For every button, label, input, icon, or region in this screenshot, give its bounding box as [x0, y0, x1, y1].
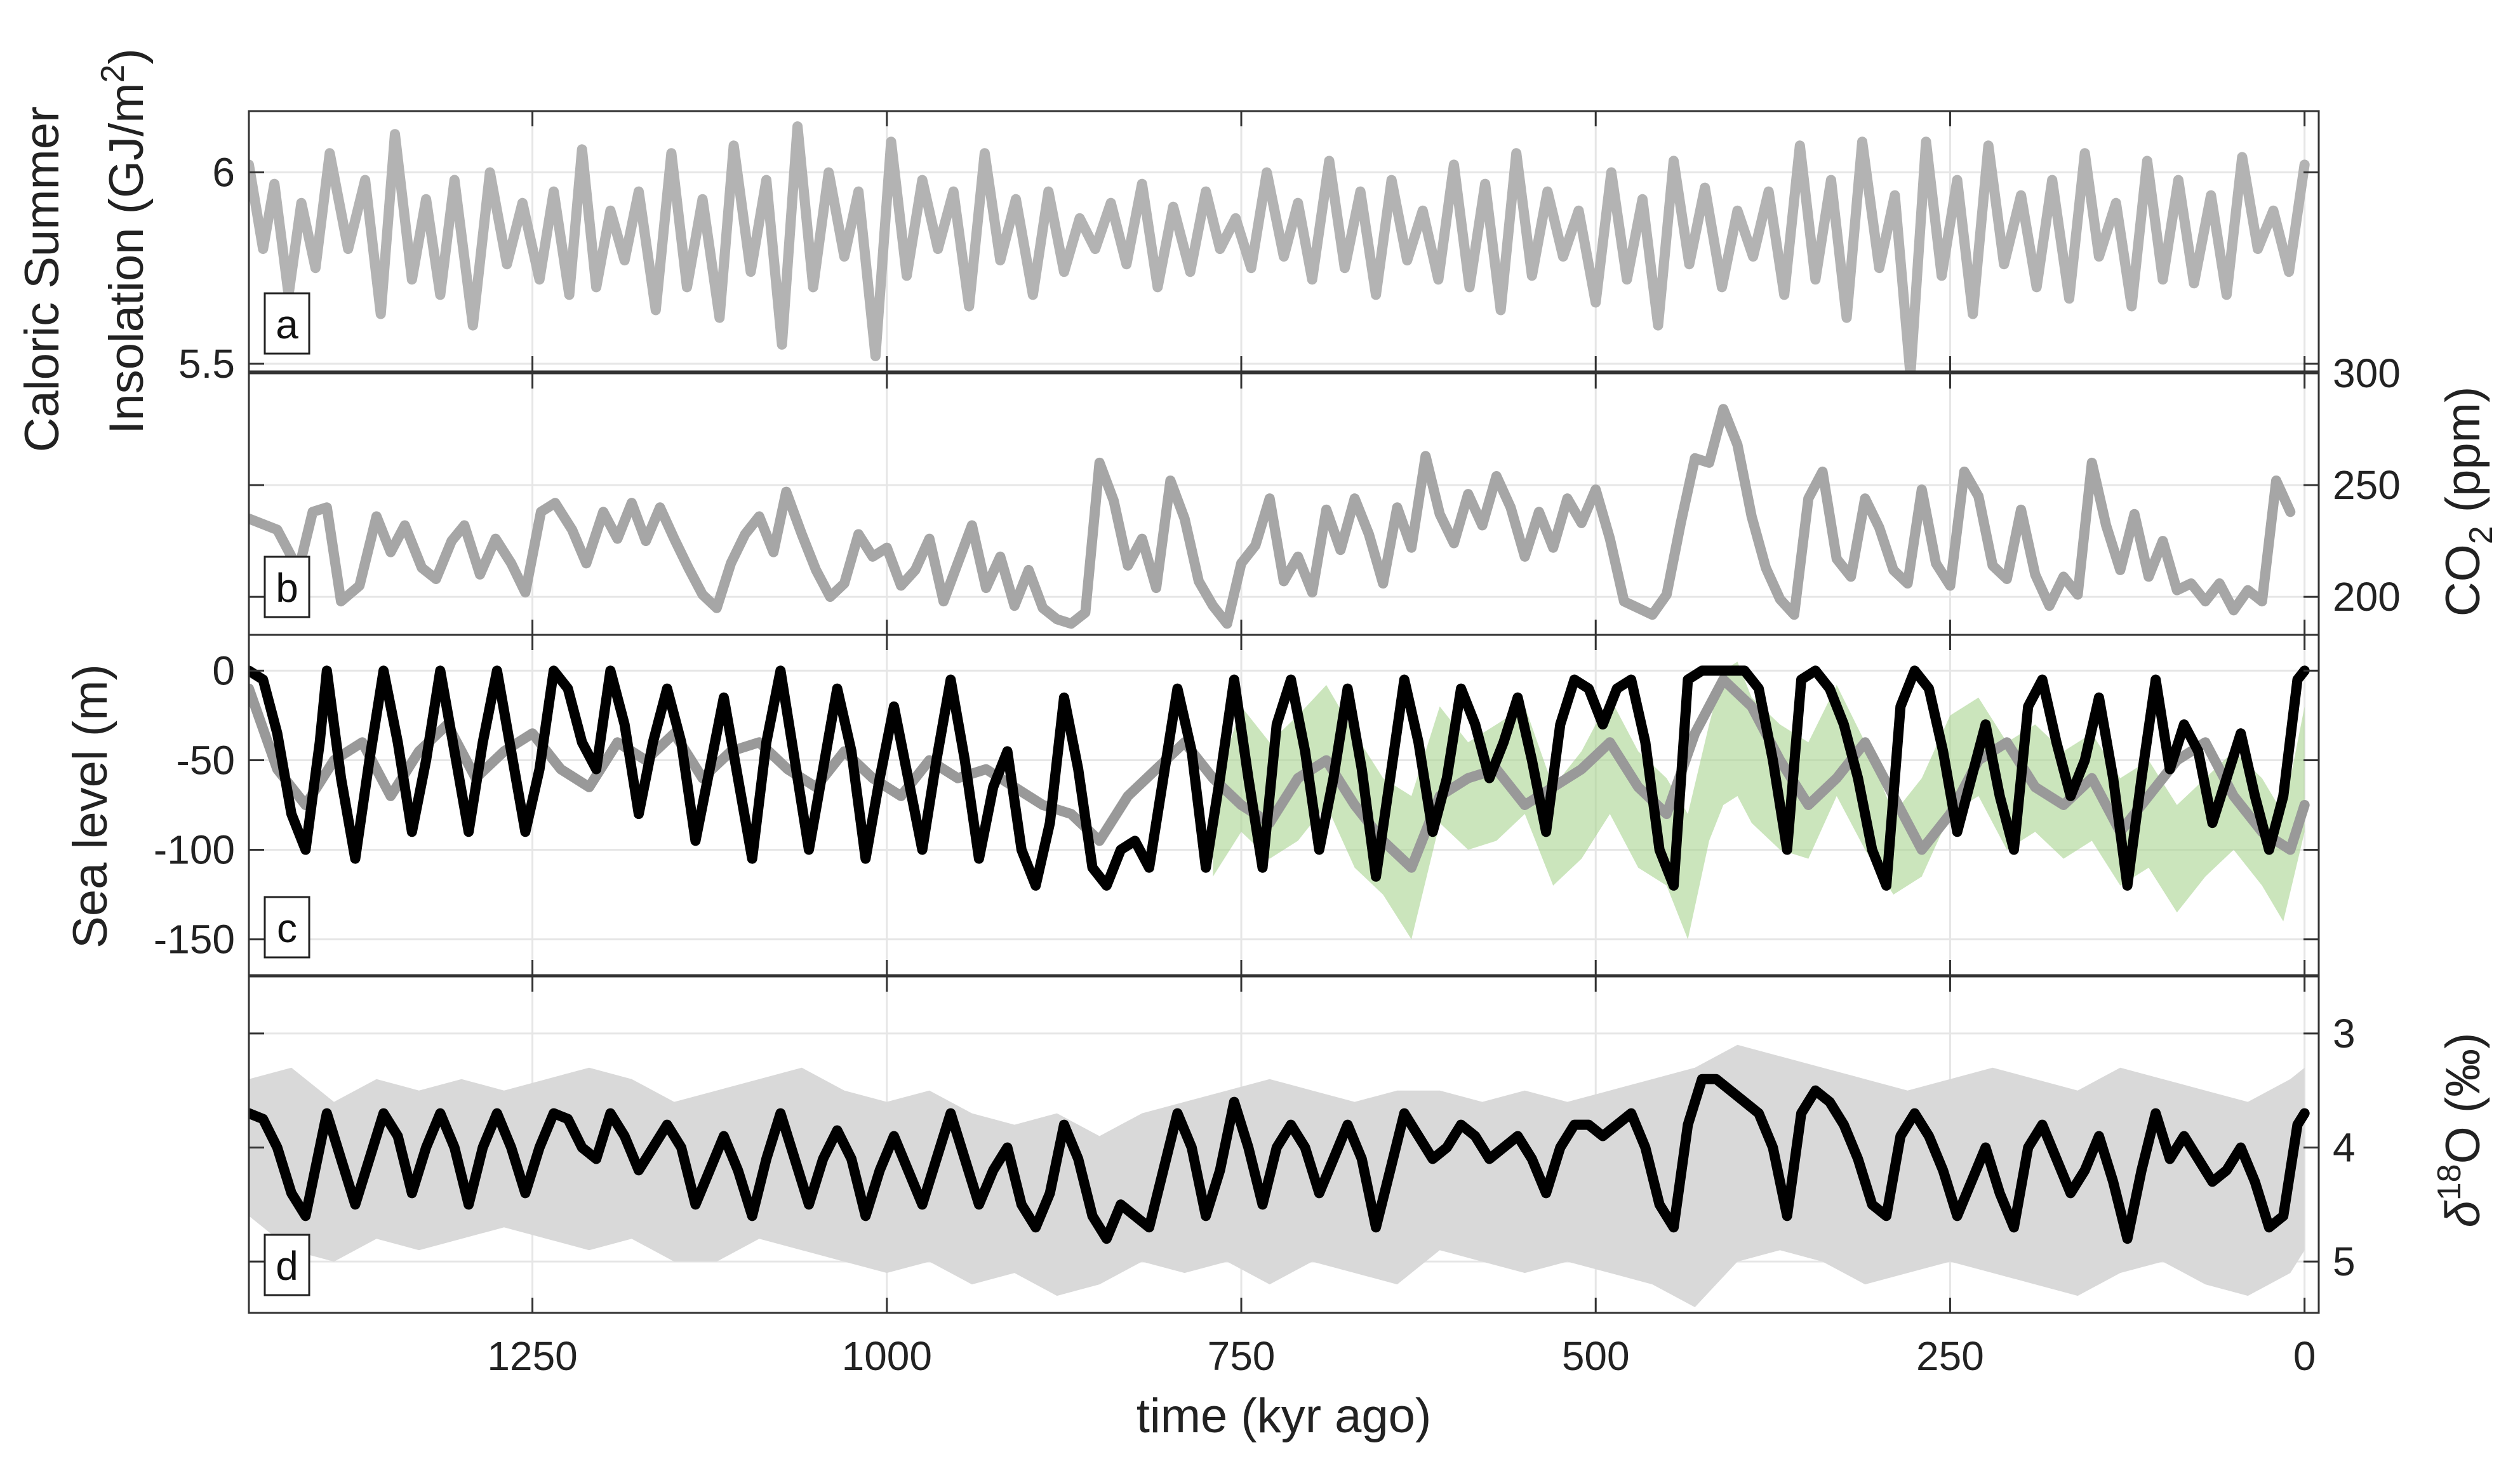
axes-frame-a: [248, 110, 2320, 373]
x-tick-label: 1000: [842, 1333, 932, 1379]
x-tick-label: 0: [2293, 1333, 2316, 1379]
y-tick-label-d: 5: [2333, 1239, 2356, 1284]
x-tick-label: 1250: [487, 1333, 577, 1379]
panel-tag-label: d: [276, 1243, 298, 1289]
axes-frame-d: [248, 975, 2320, 1314]
panel-tag-label: c: [277, 905, 297, 951]
y-tick-label-a: 6: [212, 149, 235, 195]
y-tick-label-a: 5.5: [178, 341, 235, 387]
panel-tag-label: b: [276, 565, 298, 611]
x-axis-title: time (kyr ago): [1137, 1389, 1432, 1443]
y-tick-label-d: 4: [2333, 1124, 2356, 1170]
y-axis-title-a-line2: Insolation (GJ/m2): [95, 48, 154, 434]
panel-d: 3 4 5 d: [248, 975, 2356, 1314]
x-tick-label: 750: [1208, 1333, 1276, 1379]
panel-tag-label: a: [276, 302, 298, 347]
series-line-a-0: [249, 121, 2310, 371]
panel-tag-d: d: [263, 1234, 310, 1296]
panel-tag-b: b: [263, 556, 310, 618]
y-tick-label-c: -50: [177, 737, 236, 783]
panel-tag-a: a: [263, 292, 310, 355]
y-tick-label-d: 3: [2333, 1011, 2356, 1056]
y-tick-label-c: -100: [154, 827, 235, 873]
panel-b: 200 250 300 b: [248, 350, 2401, 636]
y-axis-title-c: Sea level (m): [63, 664, 117, 948]
series-line-d-0: [249, 1074, 2310, 1244]
uncertainty-band-c: [1213, 662, 2305, 940]
plot-area-a: [249, 121, 2310, 371]
y-axis-title-b: CO2 (ppm): [2436, 387, 2500, 617]
y-tick-label-c: -150: [154, 917, 235, 962]
uncertainty-band-d: [249, 1044, 2305, 1307]
plot-area-c: [249, 662, 2310, 940]
y-axis-title-d: δ18O (‰): [2431, 1033, 2490, 1228]
y-tick-label-b: 200: [2333, 574, 2401, 620]
series-line-c-1: [249, 665, 2310, 891]
y-tick-label-c: 0: [212, 648, 235, 693]
plot-area-d: [249, 1044, 2310, 1307]
y-tick-label-b: 300: [2333, 350, 2401, 396]
y-tick-label-b: 250: [2333, 462, 2401, 508]
y-axis-title-a-line1: Caloric Summer: [15, 107, 69, 453]
panel-a: 5.5 6 a: [178, 110, 2320, 387]
panel-c: 0 -50 -100 -150 c: [154, 634, 2320, 976]
x-tick-label: 500: [1562, 1333, 1630, 1379]
plot-area-b: [249, 404, 2296, 629]
axes-frame-c: [248, 634, 2320, 976]
panel-tag-c: c: [263, 896, 310, 959]
x-tick-label: 250: [1916, 1333, 1984, 1379]
series-line-b-0: [249, 404, 2296, 629]
